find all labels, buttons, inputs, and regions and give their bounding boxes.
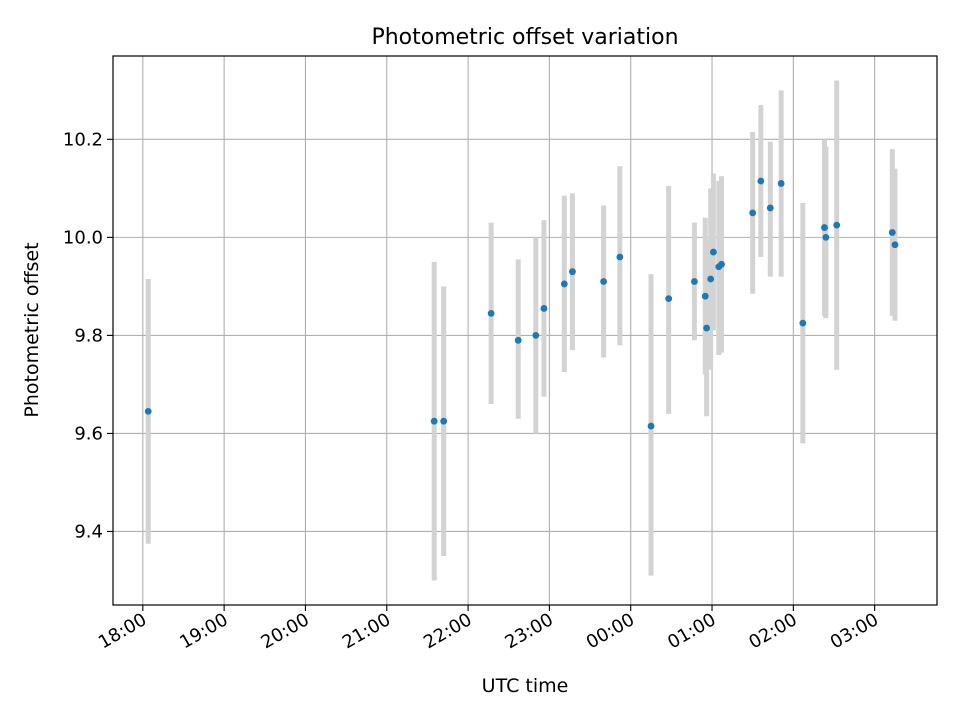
data-point [701,292,709,300]
data-point [569,268,576,276]
data-point [540,305,548,312]
grid-layer [113,56,937,605]
data-point [707,275,715,283]
data-point [616,253,624,261]
data-point [691,278,698,285]
y-tick-label: 9.8 [74,325,103,346]
y-tick-label: 9.6 [74,423,103,444]
data-point [888,229,896,236]
data-point [709,248,717,256]
y-axis-ticks: 9.4 9.6 9.8 10.0 10.2 [63,129,113,542]
x-axis-label: UTC time [482,675,569,697]
data-point [532,332,540,339]
plot-frame [112,55,938,606]
y-axis-label: Photometric offset [21,242,43,417]
data-point [703,324,711,332]
data-point [891,241,899,249]
chart-title: Photometric offset variation [371,25,678,50]
data-point [560,280,568,288]
data-point [144,407,152,415]
data-point [799,319,807,327]
point-layer [144,177,899,430]
y-tick-label: 10.2 [63,129,103,150]
data-point [647,422,655,430]
data-point [766,204,774,212]
data-point [440,417,448,425]
data-point [821,224,828,231]
data-point [822,233,830,241]
data-point [749,209,757,217]
data-point [665,295,673,303]
data-point [514,336,522,344]
data-point [430,417,438,425]
data-point [600,278,608,285]
data-point [777,180,785,187]
data-point [833,221,841,229]
data-point [487,309,495,317]
data-point [718,260,725,268]
data-point [757,177,765,185]
y-tick-label: 9.4 [74,521,103,542]
y-tick-label: 10.0 [63,227,103,248]
